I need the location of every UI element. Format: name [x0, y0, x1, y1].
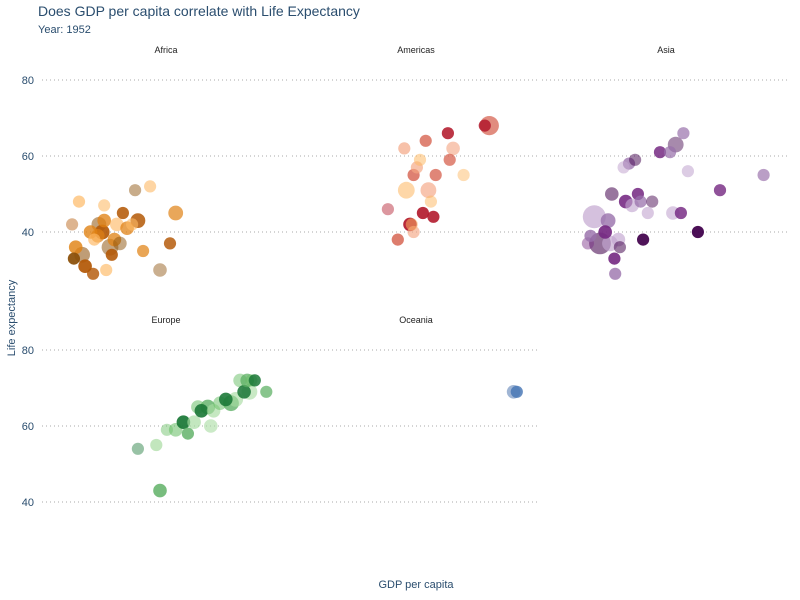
facet-title: Europe: [151, 315, 180, 325]
data-point: [72, 195, 86, 208]
data-point: [66, 218, 79, 231]
data-point: [88, 233, 101, 246]
data-point: [677, 127, 690, 140]
data-point: [381, 203, 394, 216]
y-tick-label: 40: [22, 497, 34, 509]
data-point: [641, 206, 654, 220]
data-point: [441, 127, 454, 140]
data-point: [397, 181, 415, 199]
data-point: [78, 259, 92, 274]
data-point: [219, 392, 233, 407]
data-point: [429, 168, 442, 182]
data-point: [153, 483, 167, 498]
data-point: [691, 225, 705, 239]
facet-oceania: Oceania: [292, 315, 540, 503]
data-point: [150, 438, 163, 452]
data-point: [131, 442, 144, 455]
data-point: [637, 233, 650, 246]
data-point: [757, 168, 770, 182]
data-point: [97, 213, 111, 228]
data-point: [68, 240, 83, 254]
facet-europe: Europe: [42, 315, 290, 503]
data-point: [419, 134, 432, 147]
data-point: [584, 229, 597, 242]
data-point: [582, 205, 606, 229]
chart-title: Does GDP per capita correlate with Life …: [38, 3, 360, 19]
facet-africa: Africa: [42, 45, 290, 280]
data-point: [457, 168, 470, 182]
data-point: [87, 267, 100, 280]
facet-americas: Americas: [292, 45, 540, 246]
y-tick-label: 60: [22, 151, 34, 163]
data-point: [398, 142, 411, 155]
data-point: [653, 146, 667, 159]
data-point: [248, 374, 261, 387]
data-point: [646, 195, 659, 208]
data-point: [67, 252, 80, 265]
data-point: [110, 217, 124, 232]
chart-subtitle: Year: 1952: [38, 24, 91, 36]
facet-title: Africa: [154, 45, 177, 55]
data-point: [163, 237, 177, 250]
data-point: [663, 146, 677, 159]
data-point: [613, 241, 627, 254]
data-point: [609, 267, 622, 280]
data-point: [187, 415, 201, 430]
data-point: [600, 213, 616, 229]
data-point: [137, 244, 150, 258]
data-point: [129, 184, 142, 197]
data-point: [424, 195, 437, 208]
data-point: [416, 206, 429, 220]
data-point: [443, 153, 456, 166]
data-point: [176, 415, 191, 430]
data-point: [608, 252, 621, 265]
data-point: [181, 427, 194, 440]
data-point: [446, 141, 460, 156]
data-point: [478, 119, 491, 132]
y-tick-label: 40: [22, 227, 34, 239]
data-point: [617, 161, 630, 174]
facet-title: Americas: [397, 45, 435, 55]
data-point: [405, 218, 418, 231]
data-point: [237, 385, 251, 399]
facet-title: Asia: [657, 45, 675, 55]
data-point: [634, 195, 647, 208]
y-tick-label: 80: [22, 75, 34, 87]
data-point: [420, 182, 437, 199]
data-point: [427, 210, 440, 223]
facet-asia: Asia: [542, 45, 790, 280]
data-point: [144, 180, 157, 193]
data-point: [105, 248, 118, 261]
data-point: [194, 404, 209, 418]
data-point: [391, 233, 404, 246]
data-point: [681, 165, 695, 178]
facet-title: Oceania: [399, 315, 433, 325]
data-point: [116, 206, 129, 220]
data-point: [100, 263, 113, 277]
data-point: [204, 419, 218, 433]
data-point: [510, 385, 523, 398]
data-point: [168, 205, 184, 221]
data-point: [413, 153, 427, 166]
y-tick-label: 60: [22, 421, 34, 433]
data-point: [126, 218, 139, 231]
data-point: [113, 236, 127, 251]
data-point: [98, 199, 111, 212]
data-point: [153, 263, 167, 277]
data-point: [260, 385, 273, 398]
data-point: [713, 184, 727, 197]
y-tick-label: 80: [22, 345, 34, 357]
data-point: [629, 153, 642, 166]
data-point: [674, 206, 688, 220]
data-point: [605, 187, 619, 201]
x-axis-label: GDP per capita: [378, 579, 454, 591]
data-point: [598, 225, 612, 239]
data-point: [160, 423, 173, 436]
